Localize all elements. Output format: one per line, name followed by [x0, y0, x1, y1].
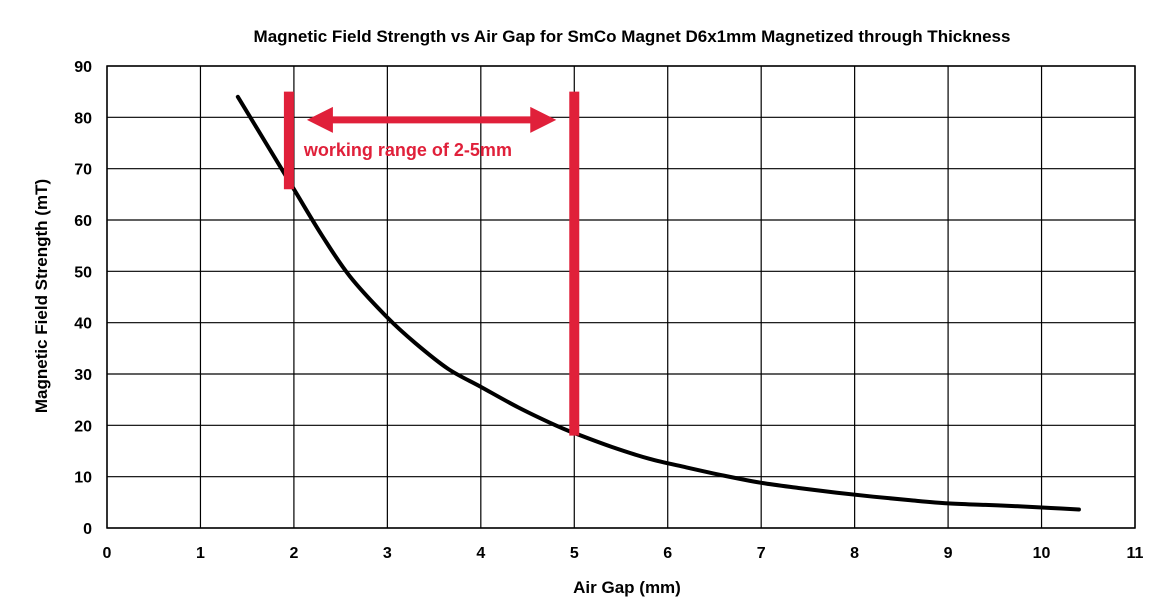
x-tick-label: 5	[570, 545, 579, 562]
y-tick-label: 10	[74, 470, 92, 487]
y-axis-label: Magnetic Field Strength (mT)	[32, 179, 51, 413]
grid	[106, 65, 1136, 529]
arrow-head-right	[530, 106, 557, 133]
annotation-label: working range of 2-5mm	[303, 140, 512, 160]
y-tick-label: 0	[83, 521, 92, 538]
tick-labels: 0 1 2 3 4 5 6 7 8 9 10 11 0 10 20 30 40 50 60 70 80 90	[74, 59, 1143, 562]
x-tick-label: 2	[289, 545, 298, 562]
y-tick-label: 60	[74, 213, 92, 230]
x-tick-label: 1	[196, 545, 205, 562]
x-axis-label: Air Gap (mm)	[573, 578, 681, 597]
y-tick-label: 30	[74, 367, 92, 384]
x-tick-label: 11	[1127, 545, 1144, 562]
y-tick-label: 70	[74, 162, 92, 179]
arrow-head-left	[306, 106, 333, 133]
working-range-annotation	[283, 91, 580, 436]
y-tick-label: 40	[74, 316, 92, 333]
y-tick-label: 50	[74, 264, 92, 281]
x-tick-label: 6	[663, 545, 672, 562]
x-tick-label: 4	[476, 545, 485, 562]
field-strength-line	[235, 94, 1081, 512]
x-tick-label: 9	[944, 545, 953, 562]
x-tick-label: 0	[103, 545, 112, 562]
y-tick-label: 90	[74, 59, 92, 76]
chart-title: Magnetic Field Strength vs Air Gap for S…	[254, 27, 1011, 46]
x-tick-label: 3	[383, 545, 392, 562]
x-tick-label: 10	[1033, 545, 1051, 562]
x-tick-label: 8	[850, 545, 859, 562]
data-series	[235, 94, 1081, 512]
y-tick-label: 80	[74, 110, 92, 127]
y-tick-label: 20	[74, 418, 92, 435]
x-tick-label: 7	[757, 545, 766, 562]
